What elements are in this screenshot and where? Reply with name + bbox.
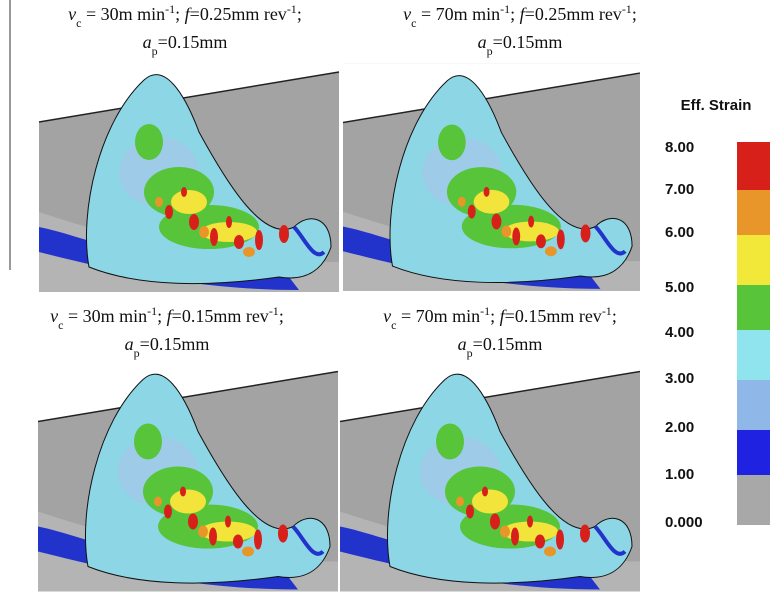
caption-text: =0.15mm xyxy=(158,32,228,52)
caption-text: ; xyxy=(632,4,637,24)
caption-text: -1 xyxy=(147,304,157,318)
caption-line: ap=0.15mm xyxy=(478,32,563,58)
caption-text: a xyxy=(143,32,152,52)
simulation-image xyxy=(343,63,640,291)
caption-text: =0.25mm rev xyxy=(525,4,622,24)
caption-line: vc = 70m min-1; f=0.15mm rev-1; xyxy=(383,304,617,332)
caption-text: =0.15mm xyxy=(140,334,210,354)
caption-line: ap=0.15mm xyxy=(143,32,228,58)
legend-label: 5.00 xyxy=(665,279,694,296)
caption-text: v xyxy=(403,4,411,24)
caption-line: ap=0.15mm xyxy=(125,334,210,360)
caption-text: ; xyxy=(297,4,302,24)
caption-text: v xyxy=(50,306,58,326)
caption-line: vc = 70m min-1; f=0.25mm rev-1; xyxy=(403,2,637,30)
caption-text: =0.15mm rev xyxy=(172,306,269,326)
caption-text: v xyxy=(68,4,76,24)
caption-text: a xyxy=(478,32,487,52)
caption-text: -1 xyxy=(602,304,612,318)
simulation-image xyxy=(38,362,338,592)
caption-text: ; xyxy=(279,306,284,326)
caption-text: ; xyxy=(510,4,520,24)
caption-text: ; xyxy=(490,306,500,326)
caption-text: = 70m min xyxy=(416,4,500,24)
caption-line: vc = 30m min-1; f=0.25mm rev-1; xyxy=(68,2,302,30)
legend-label: 0.000 xyxy=(665,514,703,531)
caption-text: ; xyxy=(612,306,617,326)
color-bar xyxy=(737,142,770,525)
caption-text: =0.15mm xyxy=(493,32,563,52)
legend-label: 1.00 xyxy=(665,466,694,483)
legend-label: 6.00 xyxy=(665,224,694,241)
caption-line: vc = 30m min-1; f=0.15mm rev-1; xyxy=(50,304,284,332)
caption-text: -1 xyxy=(287,2,297,16)
caption-text: -1 xyxy=(480,304,490,318)
caption-text: = 30m min xyxy=(81,4,165,24)
legend-label: 4.00 xyxy=(665,324,694,341)
caption-text: = 30m min xyxy=(63,306,147,326)
caption-text: =0.15mm rev xyxy=(505,306,602,326)
legend-label: 7.00 xyxy=(665,181,694,198)
simulation-image xyxy=(39,62,339,292)
legend-label: 3.00 xyxy=(665,370,694,387)
legend-title: Eff. Strain xyxy=(681,97,752,114)
caption-line: ap=0.15mm xyxy=(458,334,543,360)
caption-text: -1 xyxy=(269,304,279,318)
figure: Eff. Strain vc = 30m min-1; f=0.25mm rev… xyxy=(0,0,770,593)
caption-text: a xyxy=(458,334,467,354)
caption-text: -1 xyxy=(165,2,175,16)
caption-text: ; xyxy=(157,306,167,326)
caption-text: -1 xyxy=(622,2,632,16)
caption-text: a xyxy=(125,334,134,354)
simulation-image xyxy=(340,362,640,592)
caption-text: =0.25mm rev xyxy=(190,4,287,24)
caption-text: v xyxy=(383,306,391,326)
legend-label: 8.00 xyxy=(665,139,694,156)
caption-text: -1 xyxy=(500,2,510,16)
caption-text: = 70m min xyxy=(396,306,480,326)
caption-text: =0.15mm xyxy=(473,334,543,354)
legend-label: 2.00 xyxy=(665,419,694,436)
caption-text: ; xyxy=(175,4,185,24)
